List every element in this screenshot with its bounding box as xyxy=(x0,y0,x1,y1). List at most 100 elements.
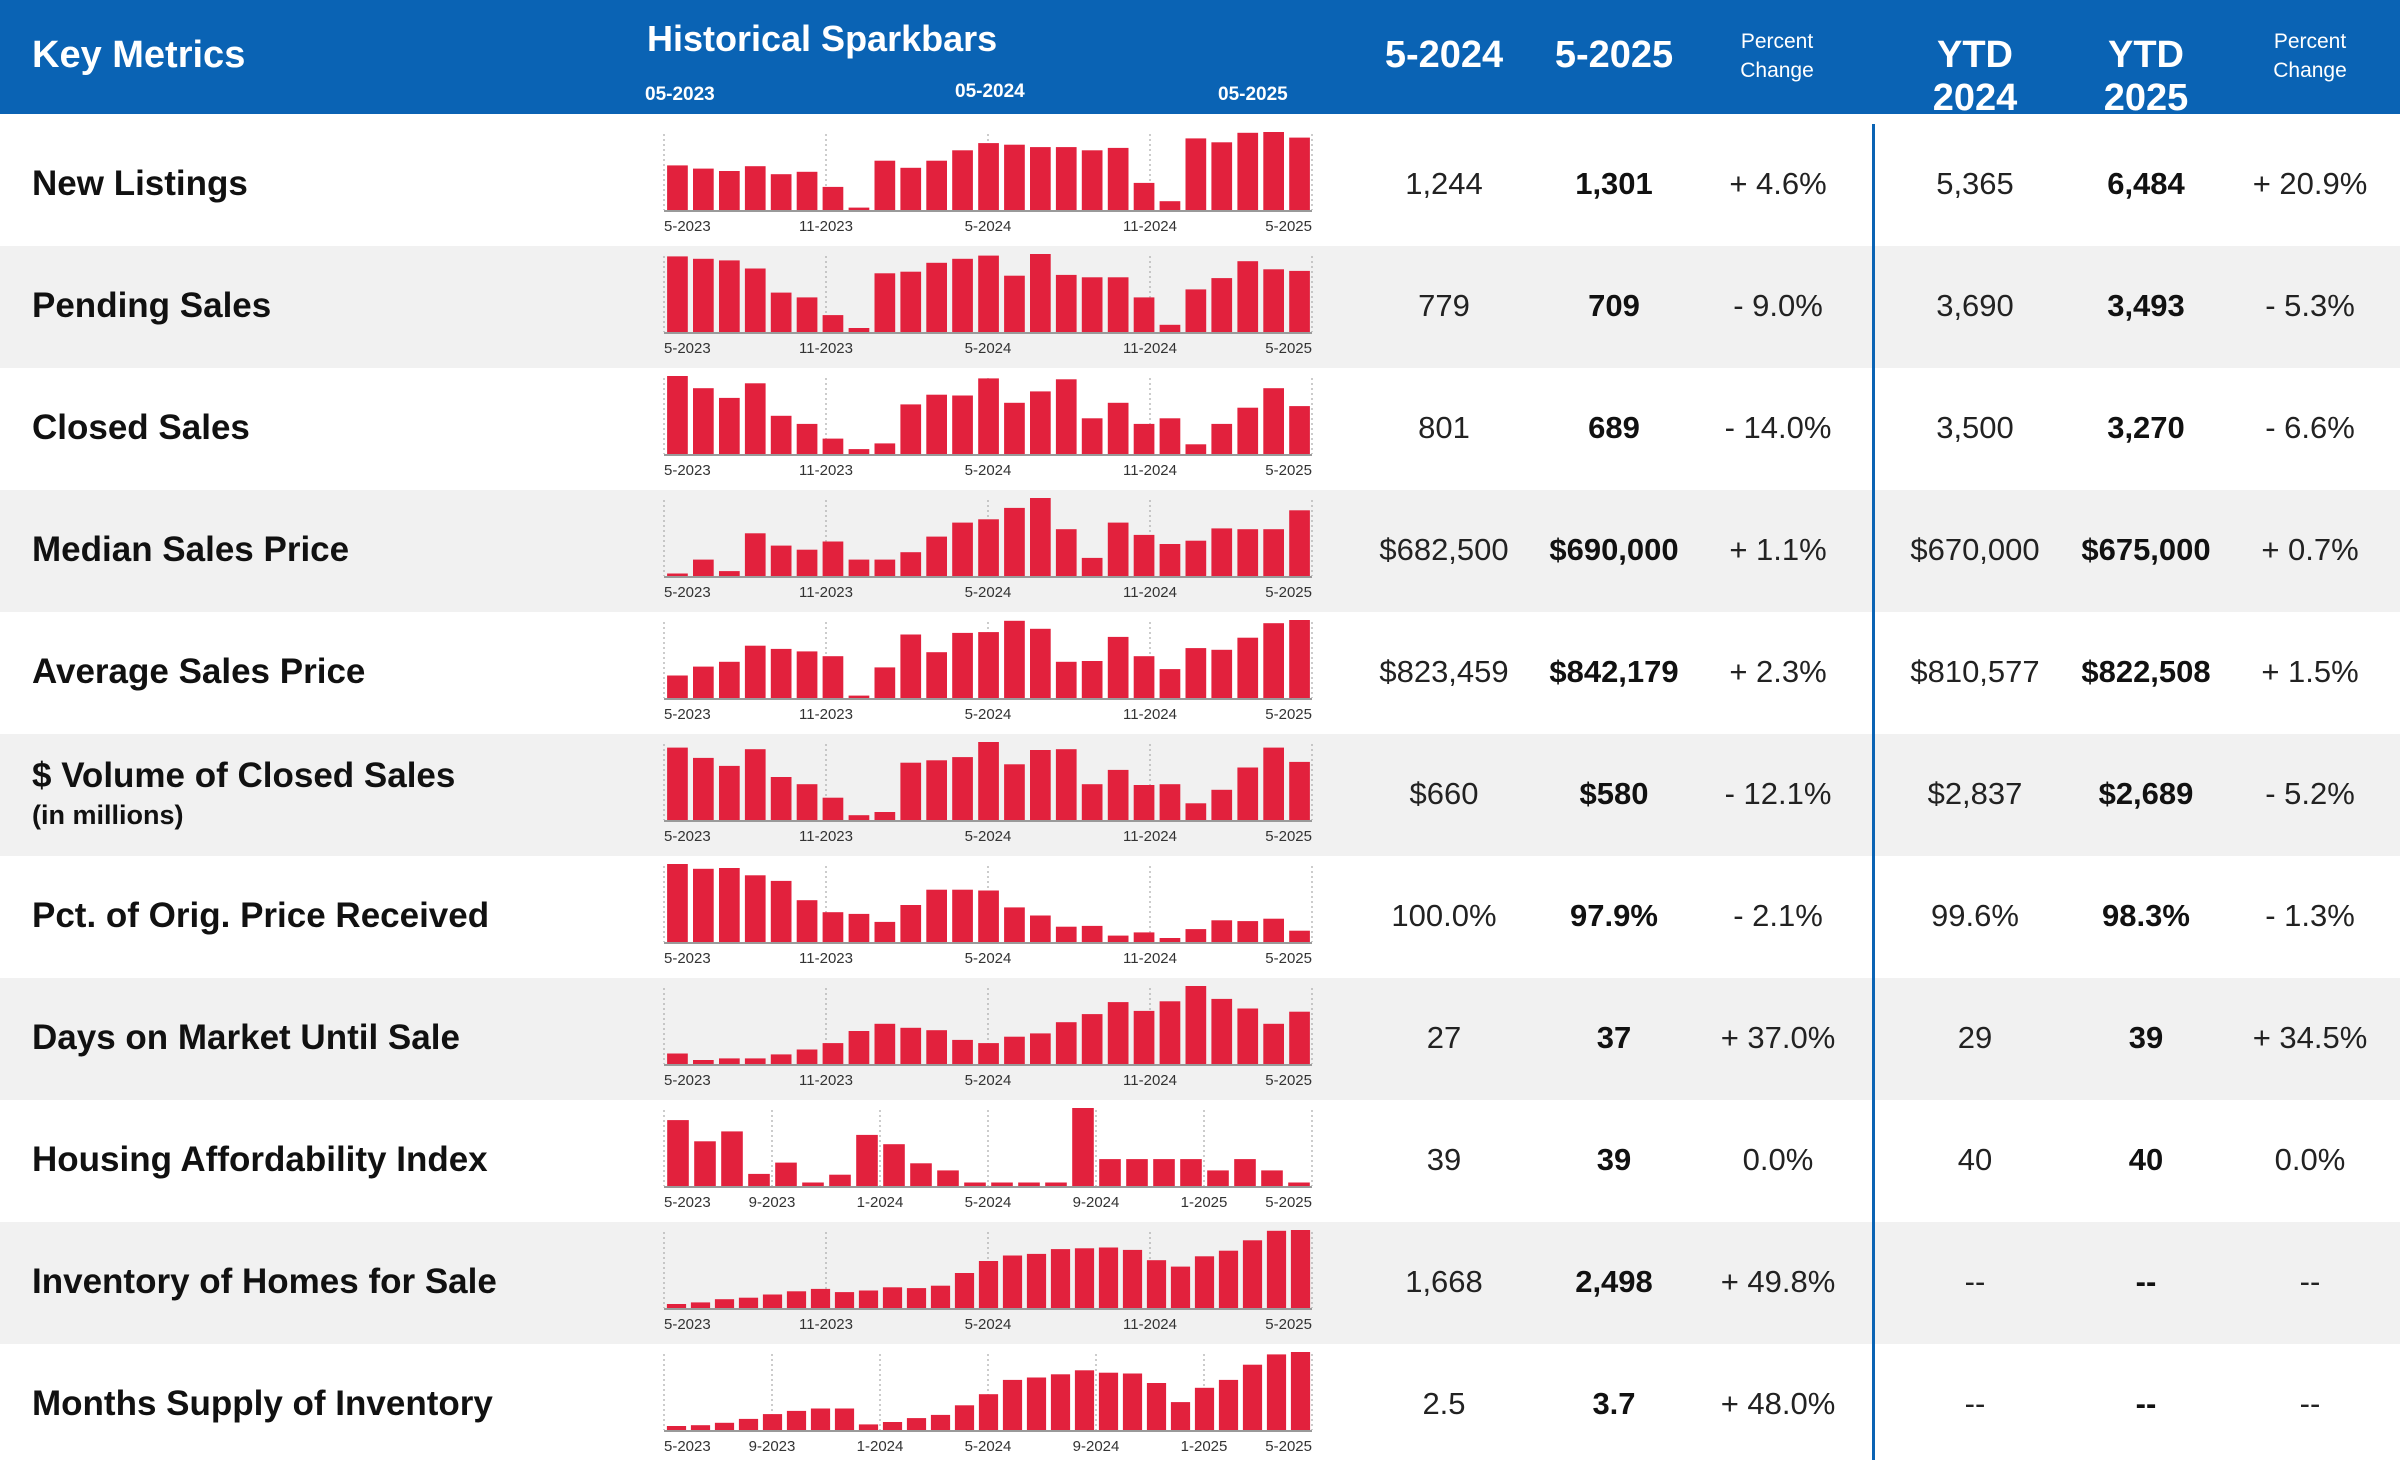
sparkbar-bar xyxy=(1146,1260,1167,1308)
ytd-percent-change: + 0.7% xyxy=(2261,532,2359,567)
sparkbar-tick-label: 5-2024 xyxy=(965,706,1012,723)
metric-name: Closed Sales xyxy=(32,408,250,447)
sparkbar-bar xyxy=(1107,522,1129,576)
sparkbar-tick-label: 5-2025 xyxy=(1265,828,1312,845)
sparkbar-bar xyxy=(1263,388,1284,454)
metric-label: Days on Market Until Sale xyxy=(32,1018,460,1058)
table-row: Closed Sales 5-2023 11-2023 5-2024 11-2024 5… xyxy=(0,368,2400,490)
sparkbar-chart: 5-2023 11-2023 5-2024 11-2024 5-2025 xyxy=(650,368,1330,490)
sparkbar-bar xyxy=(796,1049,818,1064)
sparkbar-tick-label: 5-2023 xyxy=(664,218,711,235)
sparkbar-bar xyxy=(666,1304,687,1308)
sparkbar-bar xyxy=(926,262,947,332)
sparkbar-tick-label: 11-2024 xyxy=(1123,584,1177,601)
value-ytd-2024: 40 xyxy=(1957,1142,1993,1177)
sparkbar-bar xyxy=(1185,803,1207,820)
sparkbar-tick-label: 11-2024 xyxy=(1123,706,1177,723)
sparkbar-bar xyxy=(848,559,870,576)
sparkbar-bar xyxy=(1133,932,1155,942)
value-5-2025: $842,179 xyxy=(1549,654,1679,689)
sparkbar-bar xyxy=(744,1058,766,1064)
sparkbar-bar xyxy=(796,784,818,820)
sparkbar-tick-label: 5-2024 xyxy=(965,1438,1012,1455)
sparkbar-svg: 5-2023 11-2023 5-2024 11-2024 5-2025 xyxy=(663,742,1313,845)
sparkbar-chart: 5-2023 11-2023 5-2024 11-2024 5-2025 xyxy=(650,1222,1330,1344)
sparkbar-svg: 5-2023 9-2023 1-2024 5-2024 9-2024 1-2025 5-20… xyxy=(663,1108,1313,1211)
sparkbar-bar xyxy=(1289,930,1310,942)
sparkbar-bar xyxy=(1159,784,1181,820)
sparkbar-bar xyxy=(900,634,922,698)
sparkbar-bar xyxy=(693,868,714,942)
sparkbar-bar xyxy=(952,150,973,210)
value-ytd-2024: 29 xyxy=(1957,1020,1993,1055)
sparkbar-bar xyxy=(822,912,844,942)
sparkbar-bar xyxy=(775,1162,797,1186)
sparkbar-bar xyxy=(796,549,818,576)
sparkbar-bar xyxy=(1004,764,1025,820)
value-5-2025: 1,301 xyxy=(1575,166,1653,201)
table-row: Pct. of Orig. Price Received 5-2023 11-20… xyxy=(0,856,2400,978)
sparkbars-title: Historical Sparkbars xyxy=(647,18,998,59)
sparkbar-bar xyxy=(952,522,973,576)
percent-change: + 49.8% xyxy=(1720,1264,1836,1299)
sparkbar-bar xyxy=(952,757,973,820)
value-ytd-2024: 3,500 xyxy=(1936,410,2014,445)
sparkbar-tick-label: 5-2025 xyxy=(1265,1194,1312,1211)
table-row: Inventory of Homes for Sale 5-2023 11-202… xyxy=(0,1222,2400,1344)
sparkbar-bar xyxy=(978,1394,999,1430)
sparkbar-bar xyxy=(926,652,947,698)
sparkbar-bar xyxy=(822,797,844,820)
sparkbar-bar xyxy=(882,1287,903,1308)
sparkbar-bar xyxy=(900,905,922,942)
sparkbar-bar xyxy=(1194,1256,1215,1308)
sparkbar-bar xyxy=(1159,938,1181,942)
sparkbar-bar xyxy=(1099,1159,1121,1186)
col-ytd-2024: YTD 2024 xyxy=(1932,34,2018,119)
sparkbar-bar xyxy=(1237,529,1259,576)
sparkbar-bar xyxy=(744,268,766,332)
sparkbar-tick-label: 5-2025 xyxy=(1265,584,1312,601)
sparkbar-bar xyxy=(1004,620,1025,698)
sparkbar-bar xyxy=(1289,1011,1310,1064)
sparkbar-tick-label: 11-2024 xyxy=(1123,1072,1177,1089)
sparkbar-bar xyxy=(829,1174,851,1186)
sparkbar-bar xyxy=(770,777,792,820)
sparkbar-bar xyxy=(952,632,973,698)
ytd-percent-change: -- xyxy=(2299,1264,2321,1299)
value-5-2025: 2,498 xyxy=(1575,1264,1653,1299)
sparkbar-bar xyxy=(1030,628,1051,698)
sparkbar-bar xyxy=(1133,297,1155,332)
percent-change: + 1.1% xyxy=(1729,532,1827,567)
sparkbar-bar xyxy=(1211,920,1233,942)
value-5-2024: $682,500 xyxy=(1379,532,1509,567)
sparkbar-bar xyxy=(1288,1182,1310,1186)
sparkbar-bar xyxy=(1072,1108,1094,1186)
sparkbar-bar xyxy=(978,1261,999,1308)
sparkbar-tick-label: 5-2024 xyxy=(965,218,1012,235)
sparkbar-bar xyxy=(952,889,973,942)
sparkbar-bar xyxy=(770,648,792,698)
sparkbar-tick-label: 5-2023 xyxy=(664,828,711,845)
key-metrics-title: Key Metrics xyxy=(32,34,246,76)
col-ytd-2025: YTD 2025 xyxy=(2103,34,2189,119)
sparkbar-bar xyxy=(926,1030,947,1064)
sparkbar-bar xyxy=(978,890,999,942)
sparkbar-tick-label: 11-2023 xyxy=(799,1316,853,1333)
sparkbar-tick-label: 5-2023 xyxy=(664,462,711,479)
sparkbar-tick-label: 11-2023 xyxy=(799,584,853,601)
sparkbar-bar xyxy=(719,661,740,698)
sparkbar-bar xyxy=(874,921,896,942)
sparkbar-bar xyxy=(848,449,870,454)
sparkbar-tick-label: 5-2024 xyxy=(965,1194,1012,1211)
sparkbar-bar xyxy=(1289,761,1310,820)
ytd-percent-change: + 1.5% xyxy=(2261,654,2359,689)
sparkbar-bar xyxy=(978,632,999,698)
sparkbar-bar xyxy=(1081,277,1103,332)
sparkbar-tick-label: 5-2023 xyxy=(664,584,711,601)
sparkbar-chart: 5-2023 11-2023 5-2024 11-2024 5-2025 xyxy=(650,490,1330,612)
sparkbar-bar xyxy=(721,1131,743,1186)
sparkbar-bar xyxy=(1055,147,1077,210)
sparkbar-bar xyxy=(1030,147,1051,210)
sparkbar-bar xyxy=(848,815,870,820)
sparkbar-bar xyxy=(978,1043,999,1064)
